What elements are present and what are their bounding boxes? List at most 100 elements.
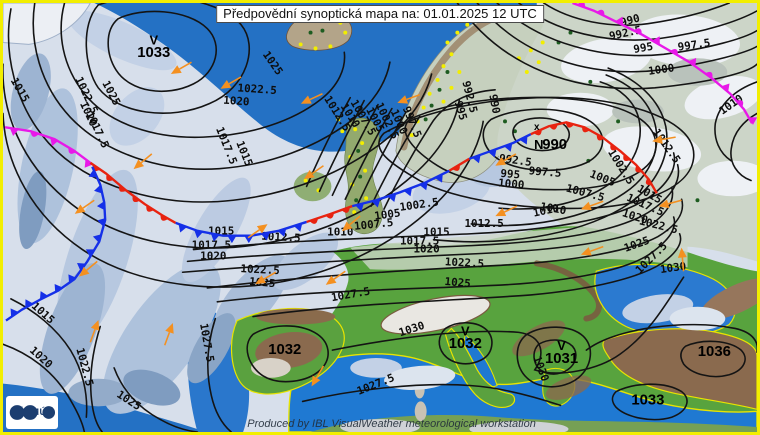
wind-layer <box>74 61 687 387</box>
precipitation-dot <box>363 168 368 173</box>
isobar-label: 1010 <box>532 202 560 220</box>
wind-arrow-head <box>90 320 100 331</box>
vegetation-dot <box>568 30 573 35</box>
wind-arrow-shaft <box>503 153 517 162</box>
cold-front-marker <box>54 283 63 293</box>
warm-front-marker <box>582 125 590 133</box>
cold-front-marker <box>96 201 105 211</box>
isobar-label: 1022.5 <box>237 81 277 97</box>
precipitation-dot <box>528 48 533 53</box>
pressure-center-letter: N <box>534 137 543 152</box>
cold-front-marker <box>9 128 19 136</box>
low-center-x-mark: x <box>534 122 540 133</box>
isobar-label: 1022.5 <box>240 262 280 277</box>
cold-air-band <box>350 226 688 270</box>
isobar-label: 1017.5 <box>192 239 231 252</box>
vegetation-dot <box>445 70 450 75</box>
warm-front-marker <box>106 174 114 181</box>
wind-arrow-shaft <box>503 205 518 213</box>
isobar-label: 1000 <box>498 176 525 191</box>
cold-front-marker <box>721 83 730 92</box>
wind-arrow-head <box>495 207 507 217</box>
isobar-label: 1025 <box>444 275 471 290</box>
cold-front-marker <box>419 181 428 191</box>
vegetation-dot <box>354 198 359 203</box>
cold-front-marker <box>39 291 48 300</box>
wind-arrow-head <box>341 221 353 232</box>
warm-front-marker <box>341 207 350 213</box>
warm-front-marker <box>645 177 653 186</box>
cold-front-marker <box>261 232 270 241</box>
precipitation-dot <box>524 70 529 75</box>
cold-front-marker <box>472 154 481 164</box>
warm-front-marker <box>596 9 605 16</box>
isobar-label: 1020 <box>413 243 439 256</box>
isobar-label: 1000 <box>647 61 675 77</box>
wind-arrow-head <box>300 95 312 104</box>
cold-front-marker <box>194 230 204 239</box>
wind-arrow-shaft <box>86 260 98 271</box>
vegetation-dot <box>588 79 593 84</box>
cold-front-marker <box>652 36 660 45</box>
vegetation-dot <box>356 148 361 153</box>
warm-front-marker <box>309 218 319 224</box>
wind-arrow-head <box>652 135 663 144</box>
cold-front-marker <box>92 234 102 243</box>
cold-front-marker <box>371 199 381 208</box>
alps <box>380 294 491 335</box>
pressure-center-value: 1031 <box>545 351 578 367</box>
warm-front-marker <box>565 122 575 128</box>
cold-front-marker <box>434 173 443 183</box>
cold-front-marker <box>88 169 98 178</box>
isobar-label: 1012.5 <box>464 217 503 230</box>
wind-arrow-shaft <box>163 331 171 346</box>
wind-arrow-shaft <box>315 365 325 379</box>
vegetation-dot <box>695 198 700 203</box>
wind-arrow-shaft <box>661 136 676 141</box>
wind-arrow-head <box>658 199 670 209</box>
cold-front-marker <box>748 117 757 125</box>
pressure-center-letter: V <box>461 323 470 338</box>
precipitation-dot <box>435 77 440 82</box>
wind-arrow-head <box>311 375 321 387</box>
warm-front-marker <box>633 28 642 35</box>
cold-front-marker <box>503 143 513 152</box>
isobar-label: 1020 <box>200 249 226 262</box>
precipitation-dot <box>449 52 454 57</box>
isobar-label: 1022.5 <box>444 255 484 270</box>
vegetation-dot <box>437 87 442 92</box>
cold-front-marker <box>277 228 287 237</box>
precipitation-dot <box>465 22 470 27</box>
isobar-label: 1010 <box>539 200 567 217</box>
warm-front-marker <box>596 134 605 141</box>
chmu-logo-icon <box>9 405 56 420</box>
wind-arrow-head <box>256 224 268 234</box>
carpathians <box>533 260 602 322</box>
precipitation-dot <box>455 30 460 35</box>
warm-front-marker <box>119 184 127 192</box>
cold-front-marker <box>227 235 237 244</box>
isobar-label: 1020 <box>223 94 250 109</box>
precipitation-dot <box>303 178 308 183</box>
chmu-logo: ČHMÚ <box>6 396 58 429</box>
warm-front-marker <box>623 154 631 162</box>
wind-arrow-shaft <box>406 93 420 101</box>
cold-front-marker <box>25 299 34 308</box>
cold-front-marker <box>488 148 497 158</box>
cold-front-line <box>5 166 107 322</box>
precipitation-dot <box>352 210 357 215</box>
front-layer <box>4 3 757 322</box>
wind-arrow-shaft <box>667 199 682 205</box>
pressure-center-value: 1033 <box>137 45 170 61</box>
warm-front-marker <box>30 131 39 137</box>
wind-arrow-shaft <box>309 93 323 101</box>
wind-arrow-shaft <box>349 215 361 226</box>
cold-front-marker <box>77 262 86 271</box>
warm-front-line <box>306 205 353 224</box>
warm-front-marker <box>160 214 169 221</box>
warm-front-marker <box>533 129 542 136</box>
warm-front-marker <box>670 48 678 56</box>
isobar-label: 990 <box>486 93 502 115</box>
cold-front-marker <box>178 223 187 233</box>
